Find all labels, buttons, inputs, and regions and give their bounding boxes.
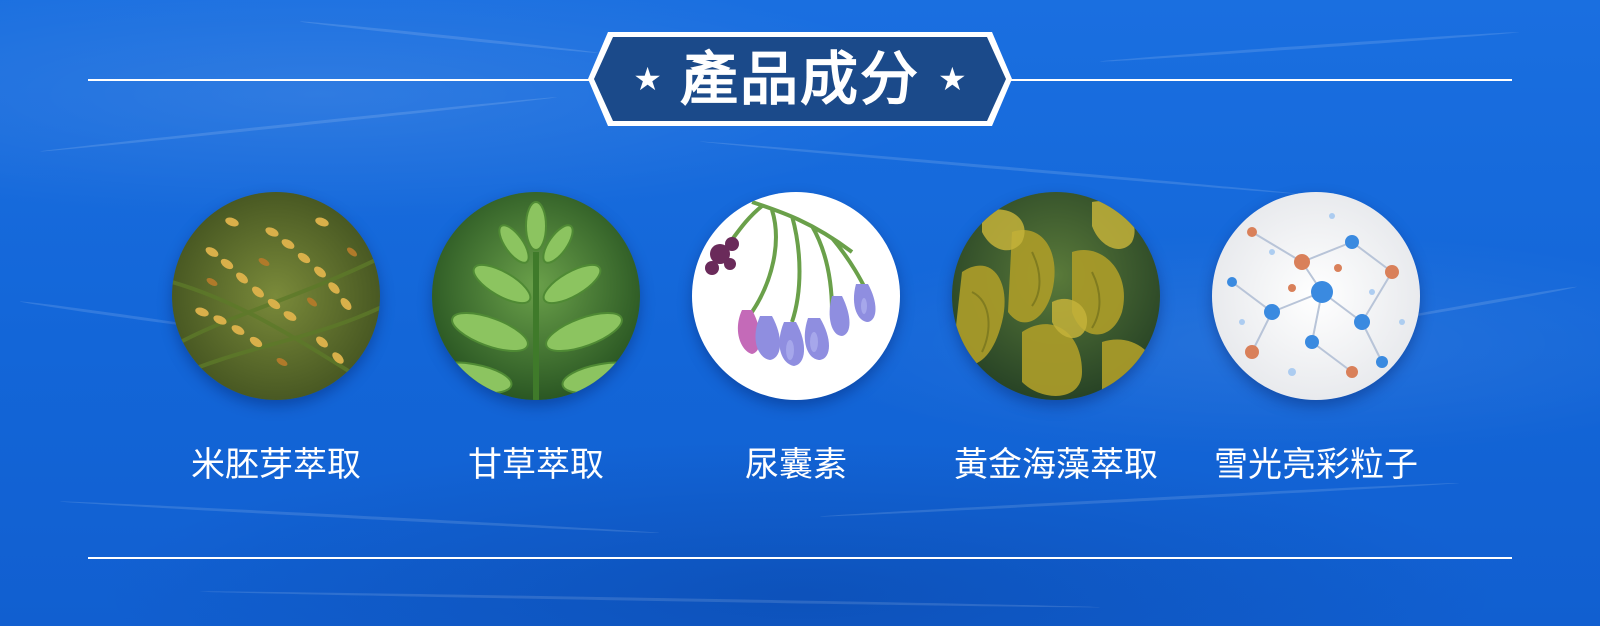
title-badge: ★ 產品成分 ★ [586,30,1014,128]
ingredient-item: 尿囊素 [666,192,926,482]
water-ripple [1099,30,1520,63]
ingredient-item: 黃金海藻萃取 [926,192,1186,482]
licorice-leaf-illustration [432,192,640,400]
ingredient-label: 尿囊素 [745,445,847,485]
star-icon: ★ [633,60,662,98]
seaweed-illustration [952,192,1160,400]
water-ripple [39,95,558,153]
ingredient-label: 米胚芽萃取 [191,445,361,485]
ingredient-item: 米胚芽萃取 [146,192,406,482]
rice-grain-illustration [172,192,380,400]
water-ripple [699,140,1298,196]
ingredient-item: 雪光亮彩粒子 [1186,192,1446,482]
molecule-illustration [1212,192,1420,400]
ingredient-item: 甘草萃取 [406,192,666,482]
water-ripple [819,481,1460,518]
ingredient-label: 雪光亮彩粒子 [1214,445,1418,485]
star-icon: ★ [938,60,967,98]
section-title: 產品成分 [679,45,920,113]
water-ripple [299,20,599,55]
comfrey-flower-illustration [692,192,900,400]
ingredient-label: 黃金海藻萃取 [954,445,1158,485]
ingredient-label: 甘草萃取 [468,445,604,485]
bottom-divider-line [88,557,1512,559]
water-ripple [59,500,660,535]
hexagon-badge-shape [588,32,1012,126]
water-ripple [199,590,1100,609]
